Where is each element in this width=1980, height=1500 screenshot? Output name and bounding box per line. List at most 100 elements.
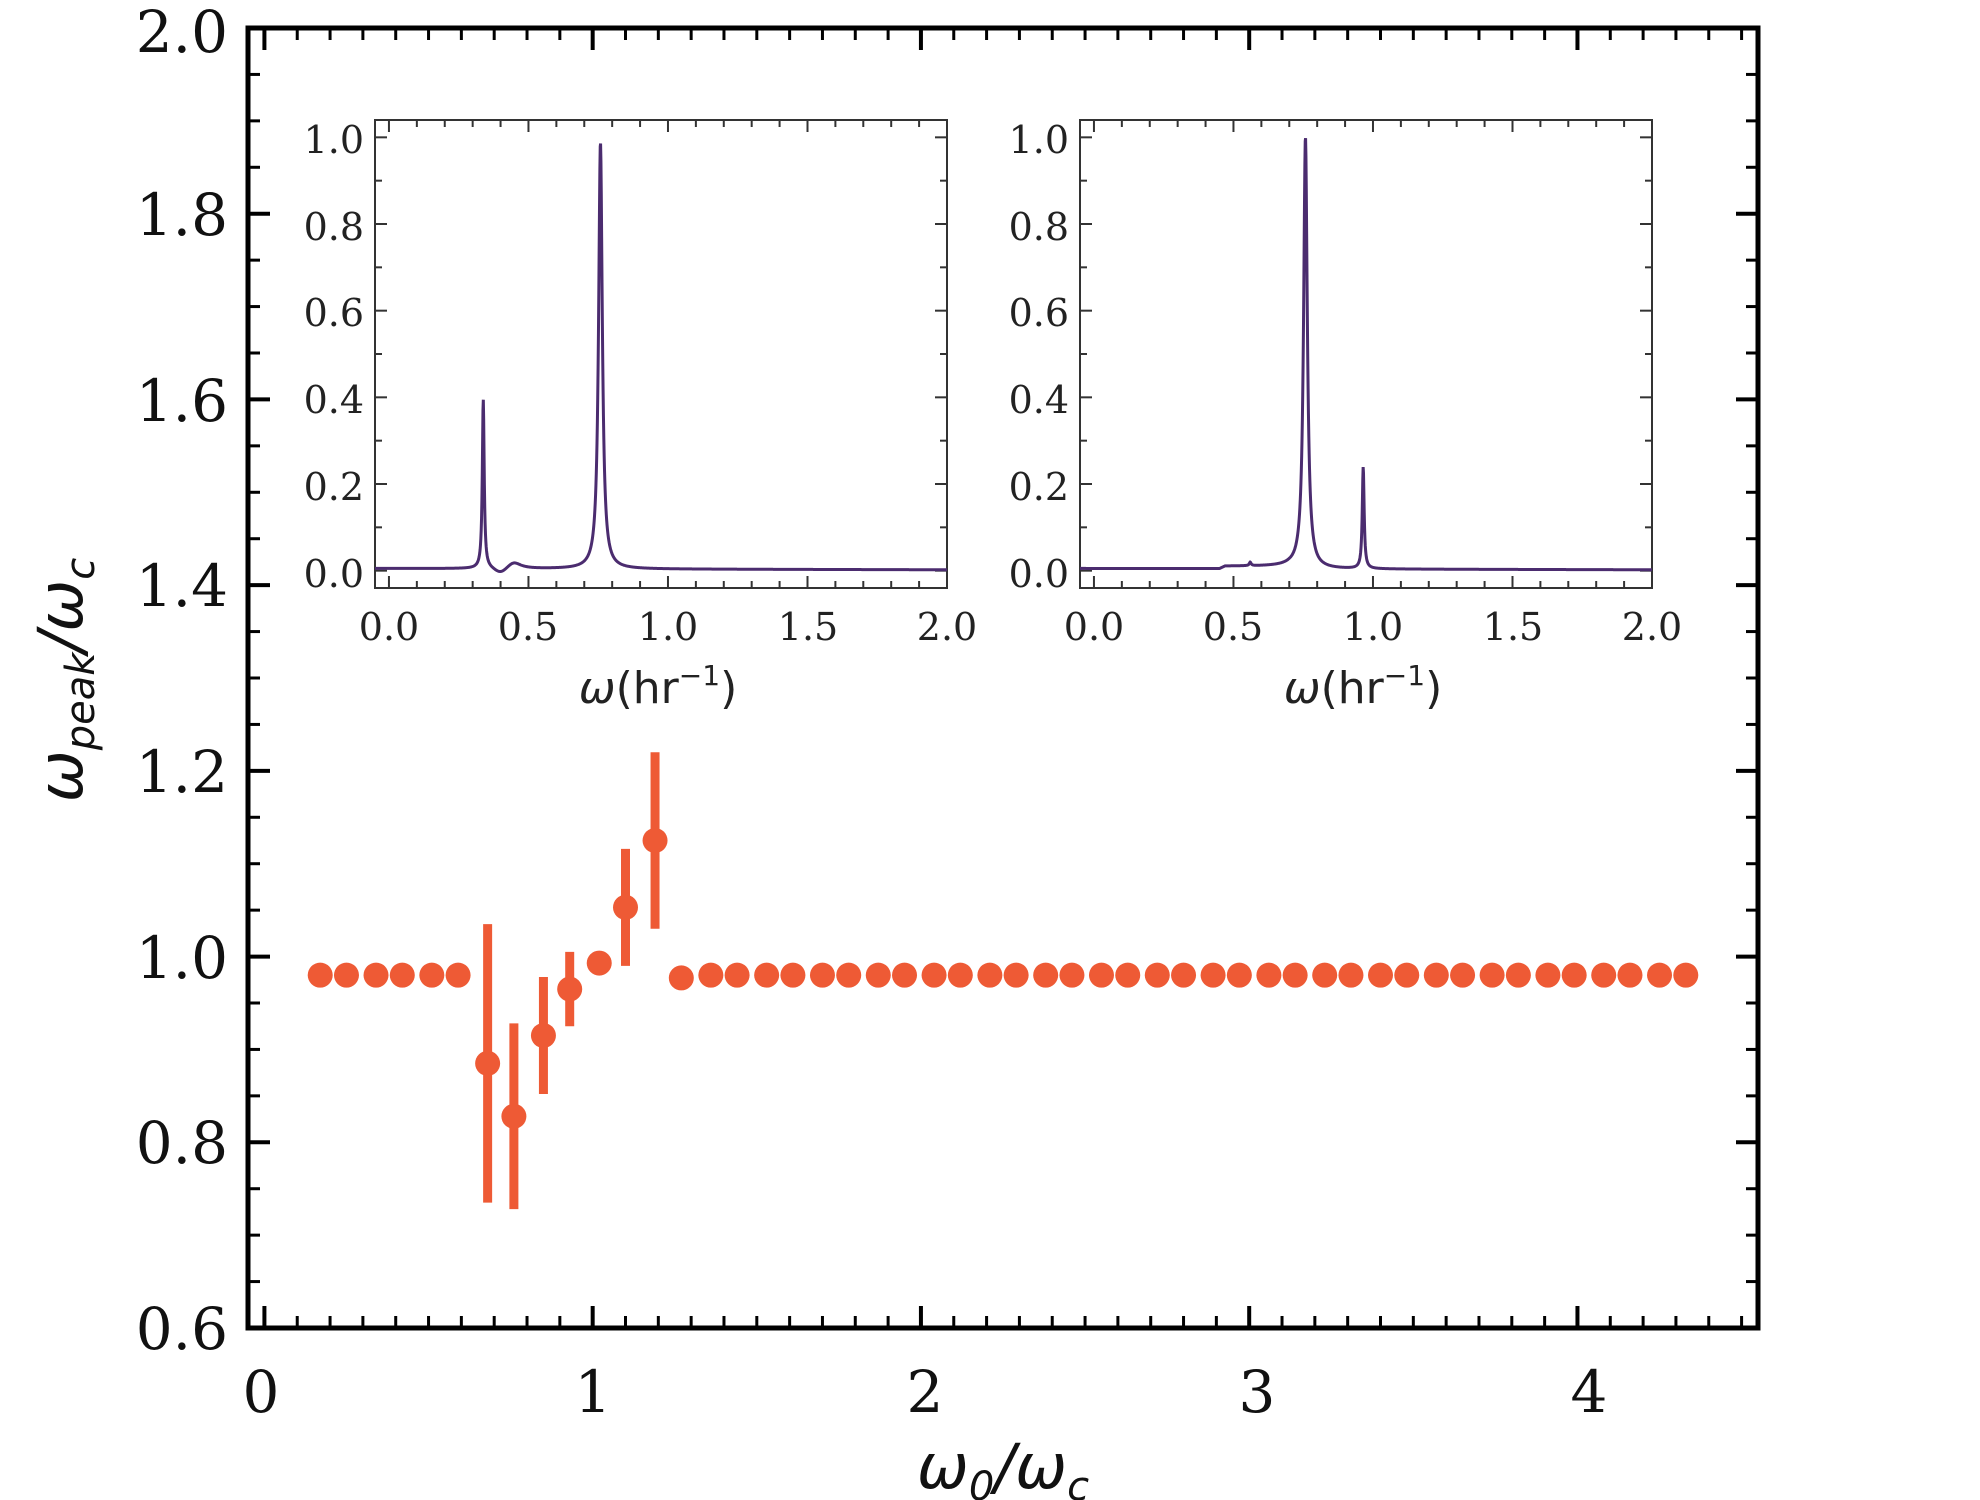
inset-left-y-tick-labels: 0.0 0.2 0.4 0.6 0.8 1.0 <box>304 118 364 596</box>
inset-y-tick-label: 0.8 <box>304 205 364 249</box>
main-y-tick-labels: 0.6 0.8 1.0 1.2 1.4 1.6 1.8 2.0 <box>136 0 228 1363</box>
data-point <box>1368 962 1393 988</box>
data-point <box>307 962 333 988</box>
data-point <box>836 962 862 988</box>
x-tick-label: 2 <box>907 1358 944 1426</box>
inset-x-tick-label: 0.5 <box>498 605 558 649</box>
x-tick-label: 1 <box>575 1358 612 1426</box>
data-point <box>419 962 445 988</box>
main-plot: 0.6 0.8 1.0 1.2 1.4 1.6 1.8 2.0 0 1 2 3 … <box>24 0 1761 1500</box>
data-point <box>1059 962 1085 988</box>
inset-x-tick-label: 0.0 <box>359 605 419 649</box>
main-data-points <box>307 752 1699 1210</box>
data-point <box>530 1023 556 1048</box>
inset-y-tick-label: 0.8 <box>1009 205 1069 249</box>
data-point <box>977 962 1003 988</box>
data-point <box>389 962 415 988</box>
data-point <box>754 962 780 988</box>
data-point <box>1561 962 1587 988</box>
inset-right-frame <box>1079 119 1653 589</box>
data-point <box>1505 962 1531 988</box>
data-point <box>1256 962 1282 988</box>
data-point <box>1033 962 1059 988</box>
main-y-axis-title: ωpeak/ωc <box>24 558 104 802</box>
data-point <box>947 962 973 988</box>
y-tick-label: 1.6 <box>136 367 228 435</box>
data-point <box>698 962 724 988</box>
inset-left-plot: 0.0 0.2 0.4 0.6 0.8 1.0 0.0 0.5 1.0 1.5 … <box>304 118 978 714</box>
inset-left-x-axis-title: ω(hr−1) <box>579 659 737 714</box>
data-point <box>1171 962 1197 988</box>
data-point <box>1535 962 1561 988</box>
main-ticks <box>248 26 1758 1330</box>
inset-left-ticks <box>375 120 948 588</box>
inset-x-tick-label: 1.0 <box>638 605 698 649</box>
data-point <box>333 962 359 988</box>
data-point <box>1282 962 1308 988</box>
data-point <box>557 976 583 1002</box>
inset-x-tick-label: 2.0 <box>1622 605 1682 649</box>
inset-y-tick-label: 0.2 <box>304 465 364 509</box>
data-point <box>921 962 947 988</box>
data-point <box>1226 962 1252 988</box>
y-tick-label: 1.2 <box>136 738 228 806</box>
data-point <box>1617 962 1643 988</box>
inset-right-plot: 0.0 0.2 0.4 0.6 0.8 1.0 0.0 0.5 1.0 1.5 … <box>1009 118 1683 714</box>
inset-y-tick-label: 0.4 <box>304 378 364 422</box>
data-point <box>1088 962 1114 988</box>
data-point <box>1673 962 1699 988</box>
inset-y-tick-label: 0.2 <box>1009 465 1069 509</box>
data-point <box>1647 962 1673 988</box>
inset-right-series-line <box>1080 137 1652 572</box>
data-point <box>613 894 638 920</box>
data-point <box>668 965 694 991</box>
data-point <box>724 962 750 988</box>
main-x-tick-labels: 0 1 2 3 4 <box>243 1358 1608 1426</box>
inset-x-tick-label: 1.0 <box>1343 605 1403 649</box>
data-point <box>1200 962 1226 988</box>
data-point <box>1115 962 1141 988</box>
data-point <box>586 950 612 976</box>
x-tick-label: 4 <box>1571 1358 1608 1426</box>
inset-right-ticks <box>1080 120 1653 588</box>
inset-x-tick-label: 0.5 <box>1203 605 1263 649</box>
data-point <box>1479 962 1505 988</box>
y-tick-label: 1.8 <box>136 181 228 249</box>
data-point <box>475 1050 501 1076</box>
data-point <box>1312 962 1338 988</box>
inset-y-tick-label: 0.4 <box>1009 378 1069 422</box>
inset-left-series-line <box>375 143 947 573</box>
inset-y-tick-label: 0.6 <box>304 291 364 335</box>
data-point <box>865 962 891 988</box>
inset-x-tick-label: 2.0 <box>917 605 977 649</box>
data-point <box>642 828 668 853</box>
inset-x-tick-label: 1.5 <box>778 605 838 649</box>
data-point <box>1394 962 1420 988</box>
data-point <box>445 962 471 988</box>
y-tick-label: 1.0 <box>136 924 228 992</box>
inset-right-x-tick-labels: 0.0 0.5 1.0 1.5 2.0 <box>1064 605 1682 649</box>
data-point <box>1591 962 1617 988</box>
inset-left-x-tick-labels: 0.0 0.5 1.0 1.5 2.0 <box>359 605 977 649</box>
inset-left-frame <box>374 119 948 589</box>
data-point <box>809 962 835 988</box>
data-point <box>1144 962 1170 988</box>
data-point <box>892 962 918 988</box>
inset-y-tick-label: 0.0 <box>304 552 364 596</box>
y-tick-label: 0.8 <box>136 1109 228 1177</box>
main-x-axis-title: ω0/ωc <box>917 1430 1089 1500</box>
inset-y-tick-label: 0.6 <box>1009 291 1069 335</box>
data-point <box>1338 962 1364 988</box>
data-point <box>1003 962 1029 988</box>
inset-right-x-axis-title: ω(hr−1) <box>1284 659 1442 714</box>
inset-x-tick-label: 1.5 <box>1483 605 1543 649</box>
x-tick-label: 3 <box>1239 1358 1276 1426</box>
inset-y-tick-label: 1.0 <box>1009 118 1069 162</box>
inset-x-tick-label: 0.0 <box>1064 605 1124 649</box>
y-tick-label: 0.6 <box>136 1295 228 1363</box>
data-point <box>1423 962 1449 988</box>
data-point <box>501 1103 527 1129</box>
x-tick-label: 0 <box>243 1358 280 1426</box>
data-point <box>780 962 806 988</box>
